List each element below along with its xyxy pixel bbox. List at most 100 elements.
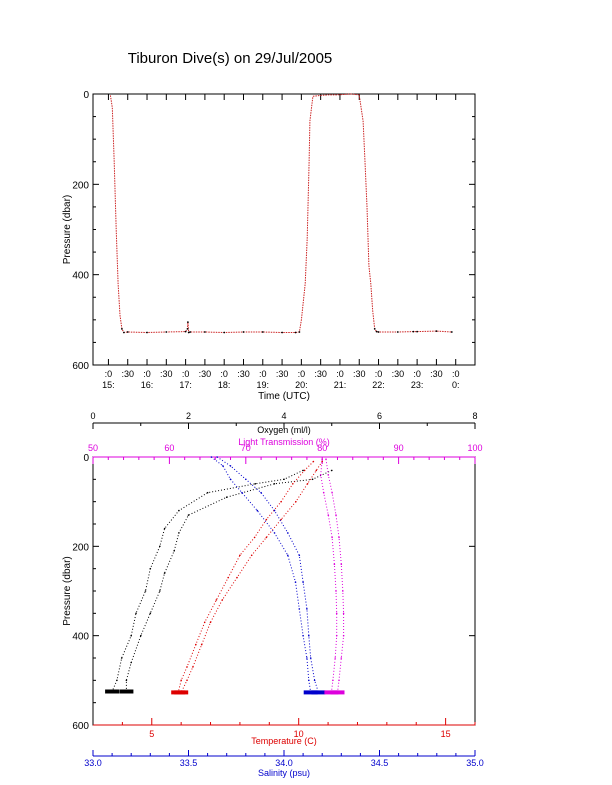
x-tick-hour-label: 16: [141,380,154,390]
y-tick-label: 600 [72,361,89,372]
light-transmission-axis-label: Light Transmission (%) [238,437,330,447]
depth-trace-point [126,331,129,333]
salinity-point [229,478,232,481]
x-tick-minute-label: :30 [237,369,250,379]
light_transmission-point [327,514,330,516]
light_transmission-point [322,491,325,494]
x-tick-minute-label: :0 [143,369,151,379]
salinity-bottom-cluster [311,690,326,695]
x-tick-minute-label: :30 [199,369,212,379]
temperature-point [280,500,282,503]
light_transmission-point [335,612,338,615]
x-tick-hour-label: 18: [218,380,231,390]
oxygen-point [311,478,314,481]
x-tick-minute-label: :0 [452,369,460,379]
light_transmission-point [342,590,344,592]
temperature-point [303,469,306,472]
temperature-point [236,576,238,579]
salinity-profile-line [216,456,319,693]
oxygen-tick-label: 6 [377,411,382,421]
oxygen-profile-line [111,469,304,692]
oxygen-point [254,483,257,485]
depth-trace-point [223,331,226,334]
salinity-point [245,478,247,481]
temperature-point [203,621,206,624]
y-tick-label: 200 [72,180,89,191]
salinity-tick-label: 33.0 [84,758,102,768]
light_transmission-point [332,679,334,682]
temperature-tick-label: 15 [441,729,451,739]
oxygen-profile-line [125,469,333,692]
salinity-point [309,657,312,659]
salinity-point [256,509,259,512]
light_transmission-point [335,514,337,516]
depth-trace-point [298,331,301,333]
salinity-point [273,532,276,534]
depth-trace-point [187,321,189,323]
oxygen-point [163,572,166,574]
light_transmission-point [331,536,333,539]
oxygen-point [302,469,304,472]
light_transmission-point [319,474,322,476]
depth-trace-point [189,331,192,333]
depth-trace-point [187,331,190,334]
light_transmission-point [335,634,338,637]
depth-trace-point [204,331,206,333]
salinity-tick-label: 34.0 [275,758,293,768]
salinity-point [306,657,308,659]
salinity-point [241,491,243,494]
salinity-tick-label: 34.5 [371,758,389,768]
salinity-point [302,634,304,637]
x-tick-minute-label: :30 [160,369,173,379]
temperature-tick-label: 5 [149,729,154,739]
oxygen-point [283,478,285,481]
x-tick-hour-label: 20: [295,380,308,390]
temperature-point [209,621,212,624]
temperature-point [221,599,224,601]
oxygen-point [149,567,152,570]
oxygen-bottom-cluster [119,689,134,694]
x-tick-minute-label: :30 [353,369,366,379]
oxygen-point [144,590,147,592]
y-axis-label: Pressure (dbar) [62,195,73,264]
light_transmission-point [338,679,340,682]
light-transmission-tick-label: 90 [394,443,404,453]
temperature-point [239,554,241,557]
temperature-point [195,643,197,646]
salinity-point [260,491,262,494]
light_transmission-point [334,657,337,659]
oxygen-bottom-cluster [105,689,120,694]
x-axis-label: Time (UTC) [258,391,310,402]
y-tick-label: 600 [72,721,89,732]
y-tick-label: 200 [72,542,89,553]
salinity-bottom-cluster [303,690,318,695]
light-transmission-tick-label: 80 [317,443,327,453]
depth-trace-point [377,331,380,333]
salinity-point [308,679,310,682]
oxygen-tick-label: 4 [281,411,286,421]
temperature-point [280,518,282,521]
x-tick-hour-label: 21: [334,380,347,390]
y-axis-label: Pressure (dbar) [62,556,73,625]
temperature-point [186,679,188,682]
salinity-point [287,532,289,534]
salinity-point [298,608,301,610]
light-transmission-tick-label: 50 [88,443,98,453]
x-tick-minute-label: :30 [276,369,289,379]
salinity-point [216,456,218,458]
light_transmission-point [340,657,343,659]
oxygen-point [149,612,152,615]
temperature-point [227,576,229,579]
oxygen-point [159,590,161,592]
y-tick-label: 400 [72,632,89,643]
temperature-profile-line [177,461,314,693]
y-tick-label: 0 [83,453,89,464]
salinity-tick-label: 35.0 [466,758,484,768]
light_transmission-point [333,563,336,565]
temperature-point [306,483,309,485]
x-tick-hour-label: 17: [179,380,192,390]
oxygen-tick-label: 8 [472,411,477,421]
light_transmission-profile-line [320,459,338,693]
plot-frame [92,456,476,726]
